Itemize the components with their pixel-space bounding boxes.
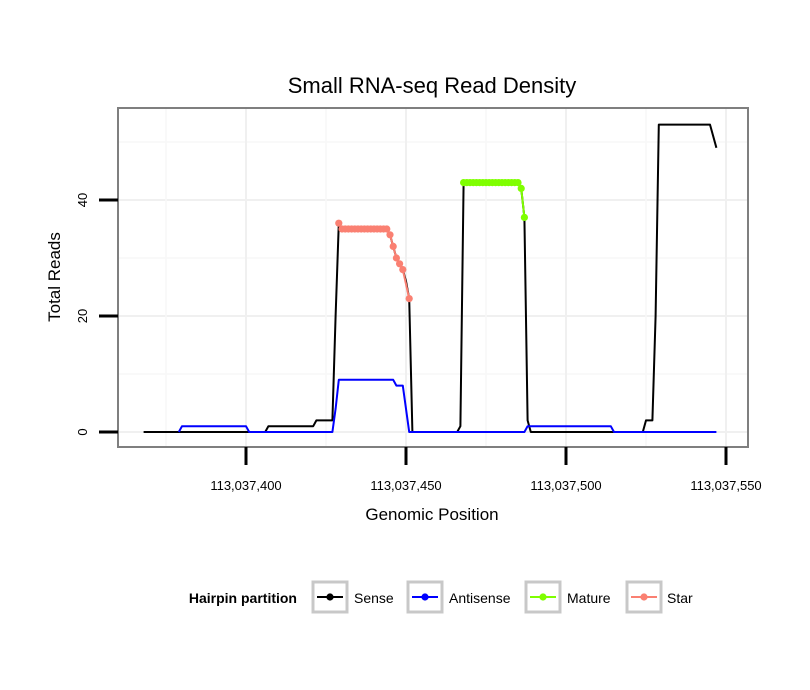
data-point-star <box>392 254 400 262</box>
y-tick-label: 0 <box>75 428 90 435</box>
data-point-star <box>335 219 343 227</box>
y-axis-label: Total Reads <box>45 232 64 322</box>
legend-key-point-sense <box>326 593 334 601</box>
plot-border <box>117 107 749 448</box>
data-point-star <box>396 260 404 268</box>
data-point-star <box>389 242 397 250</box>
legend-key-point-star <box>640 593 648 601</box>
x-tick-label: 113,037,400 <box>210 478 281 493</box>
series-line-antisense <box>177 378 717 433</box>
legend-title: Hairpin partition <box>189 590 297 606</box>
data-point-mature <box>514 179 522 187</box>
data-point-star <box>383 225 391 233</box>
legend-label-sense: Sense <box>354 590 394 606</box>
x-tick-label: 113,037,450 <box>370 478 441 493</box>
data-point-mature <box>517 184 525 192</box>
plot-background <box>118 108 748 447</box>
legend-label-antisense: Antisense <box>449 590 511 606</box>
x-axis-label: Genomic Position <box>365 505 498 524</box>
plot-panel: 0 20 40 113,037,400 113,037,450 113,037,500 11… <box>75 107 762 493</box>
series-line-sense <box>143 123 718 433</box>
x-tick-label: 113,037,550 <box>690 478 761 493</box>
x-tick-label: 113,037,500 <box>530 478 601 493</box>
legend-key-point-mature <box>539 593 547 601</box>
legend: Hairpin partition Sense Antisense Mature Sta… <box>189 580 693 614</box>
y-tick-label: 40 <box>75 193 90 207</box>
data-point-mature <box>520 213 529 221</box>
y-tick-label: 20 <box>75 309 90 323</box>
legend-key-point-antisense <box>421 593 429 601</box>
legend-label-star: Star <box>667 590 693 606</box>
legend-label-mature: Mature <box>567 590 611 606</box>
data-point-star <box>399 266 407 274</box>
data-point-star <box>386 231 394 239</box>
data-point-star <box>405 295 413 303</box>
chart-title: Small RNA-seq Read Density <box>288 73 577 98</box>
